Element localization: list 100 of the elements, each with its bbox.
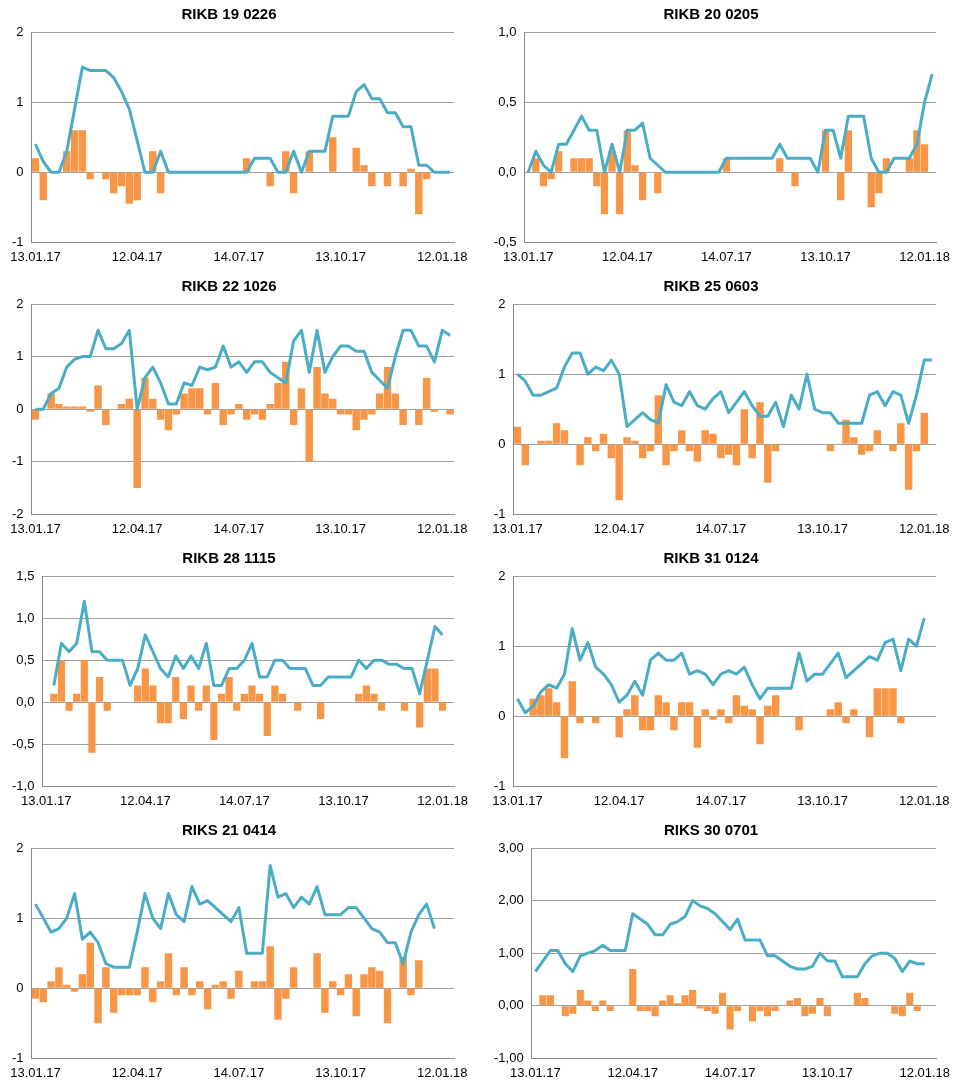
y-tick-label: 0 <box>16 979 24 995</box>
y-tick-label: -1,0 <box>11 777 35 793</box>
y-tick-label: 0 <box>16 400 24 416</box>
bar <box>103 702 111 711</box>
x-tick-label: 12.01.18 <box>898 792 950 808</box>
bar <box>352 988 360 1017</box>
bar <box>383 988 392 1024</box>
bar <box>816 997 824 1006</box>
bar <box>576 716 584 724</box>
y-tick-label: 2 <box>498 567 506 583</box>
x-tick-label: 12.04.17 <box>602 248 653 264</box>
y-tick-label: -1,00 <box>493 1049 524 1065</box>
y-tick-label: -0,5 <box>11 735 35 751</box>
bar <box>844 130 852 172</box>
bar <box>70 988 79 992</box>
bar <box>65 702 73 711</box>
x-tick-label: 14.07.17 <box>213 248 265 264</box>
x-tick-label: 14.07.17 <box>219 792 270 808</box>
bar <box>568 681 576 716</box>
x-tick-label: 12.04.17 <box>111 248 163 264</box>
bar <box>576 444 584 466</box>
bar <box>399 409 407 425</box>
chart-title: RIKB 22 1026 <box>181 277 277 295</box>
x-tick-label: 14.07.17 <box>213 520 265 536</box>
bar <box>31 158 40 172</box>
x-tick-label: 12.04.17 <box>607 1064 659 1080</box>
x-tick-label: 12.01.18 <box>899 248 950 264</box>
bar <box>149 988 157 1003</box>
bar <box>756 716 764 745</box>
bar <box>305 409 313 462</box>
bar <box>670 716 678 731</box>
y-tick-label: -1 <box>12 233 24 249</box>
bar <box>606 1006 614 1012</box>
bar <box>837 172 845 201</box>
bar <box>313 953 321 988</box>
chart-title: RIKB 31 0124 <box>663 549 760 567</box>
bar <box>889 444 897 452</box>
bar <box>873 430 882 444</box>
bar <box>329 137 337 172</box>
bar <box>791 172 799 187</box>
y-tick-label: 2 <box>498 295 506 311</box>
bar <box>717 709 725 716</box>
bar <box>740 409 749 444</box>
y-tick-label: 1 <box>16 909 24 925</box>
x-tick-label: 12.01.18 <box>416 1064 468 1080</box>
x-tick-label: 13.01.17 <box>10 520 61 536</box>
y-tick-label: 0,5 <box>16 651 35 667</box>
bar <box>294 702 302 711</box>
bar <box>693 716 702 748</box>
x-tick-label: 12.04.17 <box>111 520 163 536</box>
x-tick-label: 13.10.17 <box>800 248 851 264</box>
bar <box>289 172 298 194</box>
bar <box>897 716 905 724</box>
y-tick-label: 3,00 <box>498 839 524 855</box>
bar <box>616 172 624 215</box>
x-tick-label: 14.07.17 <box>213 1064 265 1080</box>
bar <box>133 409 141 489</box>
chart-title: RIKB 20 0205 <box>663 5 759 23</box>
y-tick-label: 1,0 <box>498 23 517 39</box>
y-tick-label: 0 <box>16 163 24 179</box>
bar <box>141 967 149 988</box>
bar <box>289 967 298 988</box>
bar <box>446 409 454 415</box>
y-tick-label: 1,5 <box>16 567 35 583</box>
bar <box>203 988 212 1010</box>
bar <box>591 1006 599 1012</box>
bar <box>94 385 102 409</box>
bar <box>584 437 592 444</box>
bar <box>920 412 928 444</box>
bar <box>233 702 241 711</box>
bar <box>289 409 298 425</box>
x-tick-label: 14.07.17 <box>701 248 752 264</box>
bar <box>599 433 608 444</box>
bar <box>842 716 850 724</box>
y-tick-label: 2 <box>16 23 24 39</box>
bar <box>39 172 48 201</box>
y-tick-label: 2 <box>16 839 24 855</box>
y-tick-label: -2 <box>12 505 24 521</box>
bar <box>906 992 914 1006</box>
bar <box>344 974 353 988</box>
y-tick-label: 0 <box>498 435 506 451</box>
chart-title: RIKS 21 0414 <box>181 821 277 839</box>
bar <box>263 702 271 736</box>
x-tick-label: 13.01.17 <box>492 792 543 808</box>
y-tick-label: 1 <box>16 93 24 109</box>
x-tick-label: 12.01.18 <box>416 248 468 264</box>
bar <box>202 685 210 702</box>
x-tick-label: 13.01.17 <box>492 520 543 536</box>
bar <box>187 685 195 702</box>
bar <box>383 172 392 187</box>
x-tick-label: 12.04.17 <box>111 1064 163 1080</box>
bar <box>235 970 243 988</box>
x-tick-label: 13.01.17 <box>502 248 554 264</box>
y-tick-label: 1,00 <box>498 944 524 960</box>
bar <box>227 988 235 999</box>
y-tick-label: -0,5 <box>493 233 517 249</box>
bar <box>211 382 220 409</box>
chart-title: RIKS 30 0701 <box>663 821 759 839</box>
bar <box>88 702 96 753</box>
x-tick-label: 14.07.17 <box>695 520 747 536</box>
